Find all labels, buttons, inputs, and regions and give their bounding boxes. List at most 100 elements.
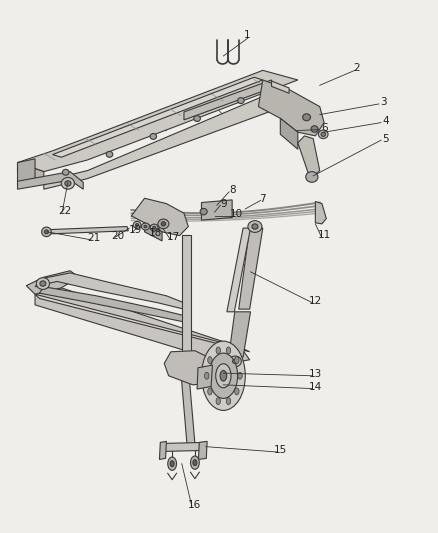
Ellipse shape: [321, 132, 325, 136]
Text: 20: 20: [112, 231, 125, 240]
Ellipse shape: [40, 281, 46, 286]
Text: 2: 2: [353, 63, 360, 73]
Text: 11: 11: [318, 230, 331, 239]
Polygon shape: [18, 70, 298, 172]
Ellipse shape: [65, 181, 71, 186]
Ellipse shape: [141, 223, 149, 230]
Ellipse shape: [216, 398, 220, 405]
Text: 19: 19: [129, 225, 142, 235]
Text: 22: 22: [58, 206, 71, 215]
Ellipse shape: [133, 222, 141, 229]
Ellipse shape: [252, 224, 258, 229]
Polygon shape: [272, 81, 289, 93]
Ellipse shape: [208, 357, 212, 364]
Ellipse shape: [215, 364, 231, 388]
Text: 18: 18: [149, 228, 162, 238]
Polygon shape: [315, 201, 326, 224]
Ellipse shape: [208, 388, 212, 395]
Polygon shape: [239, 228, 263, 309]
Ellipse shape: [45, 230, 48, 233]
Ellipse shape: [42, 227, 51, 237]
Ellipse shape: [136, 224, 138, 227]
Polygon shape: [39, 287, 184, 322]
Polygon shape: [227, 228, 251, 312]
Ellipse shape: [220, 370, 227, 381]
Text: 7: 7: [259, 194, 266, 204]
Polygon shape: [18, 172, 83, 189]
Polygon shape: [201, 200, 232, 220]
Ellipse shape: [158, 219, 169, 229]
Ellipse shape: [191, 456, 199, 469]
Polygon shape: [198, 441, 207, 459]
Polygon shape: [145, 223, 162, 241]
Text: 13: 13: [309, 369, 322, 379]
Polygon shape: [280, 118, 298, 149]
Ellipse shape: [226, 347, 231, 354]
Ellipse shape: [152, 227, 155, 229]
Text: 4: 4: [382, 116, 389, 126]
Text: 12: 12: [309, 296, 322, 306]
Ellipse shape: [194, 116, 201, 122]
Text: 16: 16: [188, 500, 201, 510]
Ellipse shape: [229, 356, 241, 367]
Polygon shape: [164, 351, 223, 385]
Polygon shape: [159, 441, 166, 459]
Ellipse shape: [63, 169, 69, 175]
Polygon shape: [197, 365, 212, 389]
Ellipse shape: [200, 208, 207, 215]
Polygon shape: [18, 163, 44, 181]
Text: 15: 15: [274, 446, 287, 455]
Text: 8: 8: [229, 185, 236, 195]
Text: 9: 9: [220, 199, 227, 208]
Polygon shape: [229, 312, 251, 357]
Ellipse shape: [318, 130, 328, 139]
Ellipse shape: [306, 172, 318, 182]
Text: 6: 6: [321, 123, 328, 133]
Ellipse shape: [36, 278, 49, 289]
Ellipse shape: [233, 359, 238, 364]
Ellipse shape: [61, 177, 74, 189]
Polygon shape: [162, 442, 206, 451]
Ellipse shape: [201, 341, 245, 410]
Ellipse shape: [303, 114, 311, 120]
Text: 21: 21: [88, 233, 101, 243]
Polygon shape: [35, 294, 250, 352]
Polygon shape: [26, 271, 79, 294]
Text: 5: 5: [382, 134, 389, 143]
Polygon shape: [131, 198, 188, 236]
Polygon shape: [46, 227, 128, 234]
Polygon shape: [258, 80, 324, 136]
Ellipse shape: [168, 457, 177, 470]
Ellipse shape: [216, 347, 220, 354]
Text: 3: 3: [380, 98, 387, 107]
Polygon shape: [44, 93, 298, 189]
Ellipse shape: [150, 133, 156, 140]
Ellipse shape: [193, 459, 197, 466]
Polygon shape: [184, 80, 272, 120]
Ellipse shape: [237, 98, 244, 103]
Text: 1: 1: [244, 30, 251, 39]
Ellipse shape: [311, 126, 318, 132]
Ellipse shape: [161, 222, 166, 226]
Ellipse shape: [170, 461, 174, 467]
Ellipse shape: [106, 151, 113, 157]
Text: 10: 10: [230, 209, 243, 219]
Text: 14: 14: [309, 382, 322, 392]
Ellipse shape: [150, 224, 158, 231]
Polygon shape: [182, 235, 191, 357]
Ellipse shape: [226, 398, 231, 405]
Polygon shape: [53, 77, 263, 157]
Polygon shape: [18, 159, 35, 185]
Polygon shape: [180, 357, 195, 445]
Ellipse shape: [235, 388, 239, 395]
Polygon shape: [35, 288, 250, 364]
Ellipse shape: [209, 353, 237, 399]
Ellipse shape: [248, 221, 262, 232]
Text: 17: 17: [166, 232, 180, 242]
Ellipse shape: [205, 373, 209, 379]
Ellipse shape: [238, 373, 242, 379]
Polygon shape: [35, 273, 184, 309]
Ellipse shape: [235, 357, 239, 364]
Ellipse shape: [144, 225, 147, 228]
Polygon shape: [298, 136, 320, 175]
